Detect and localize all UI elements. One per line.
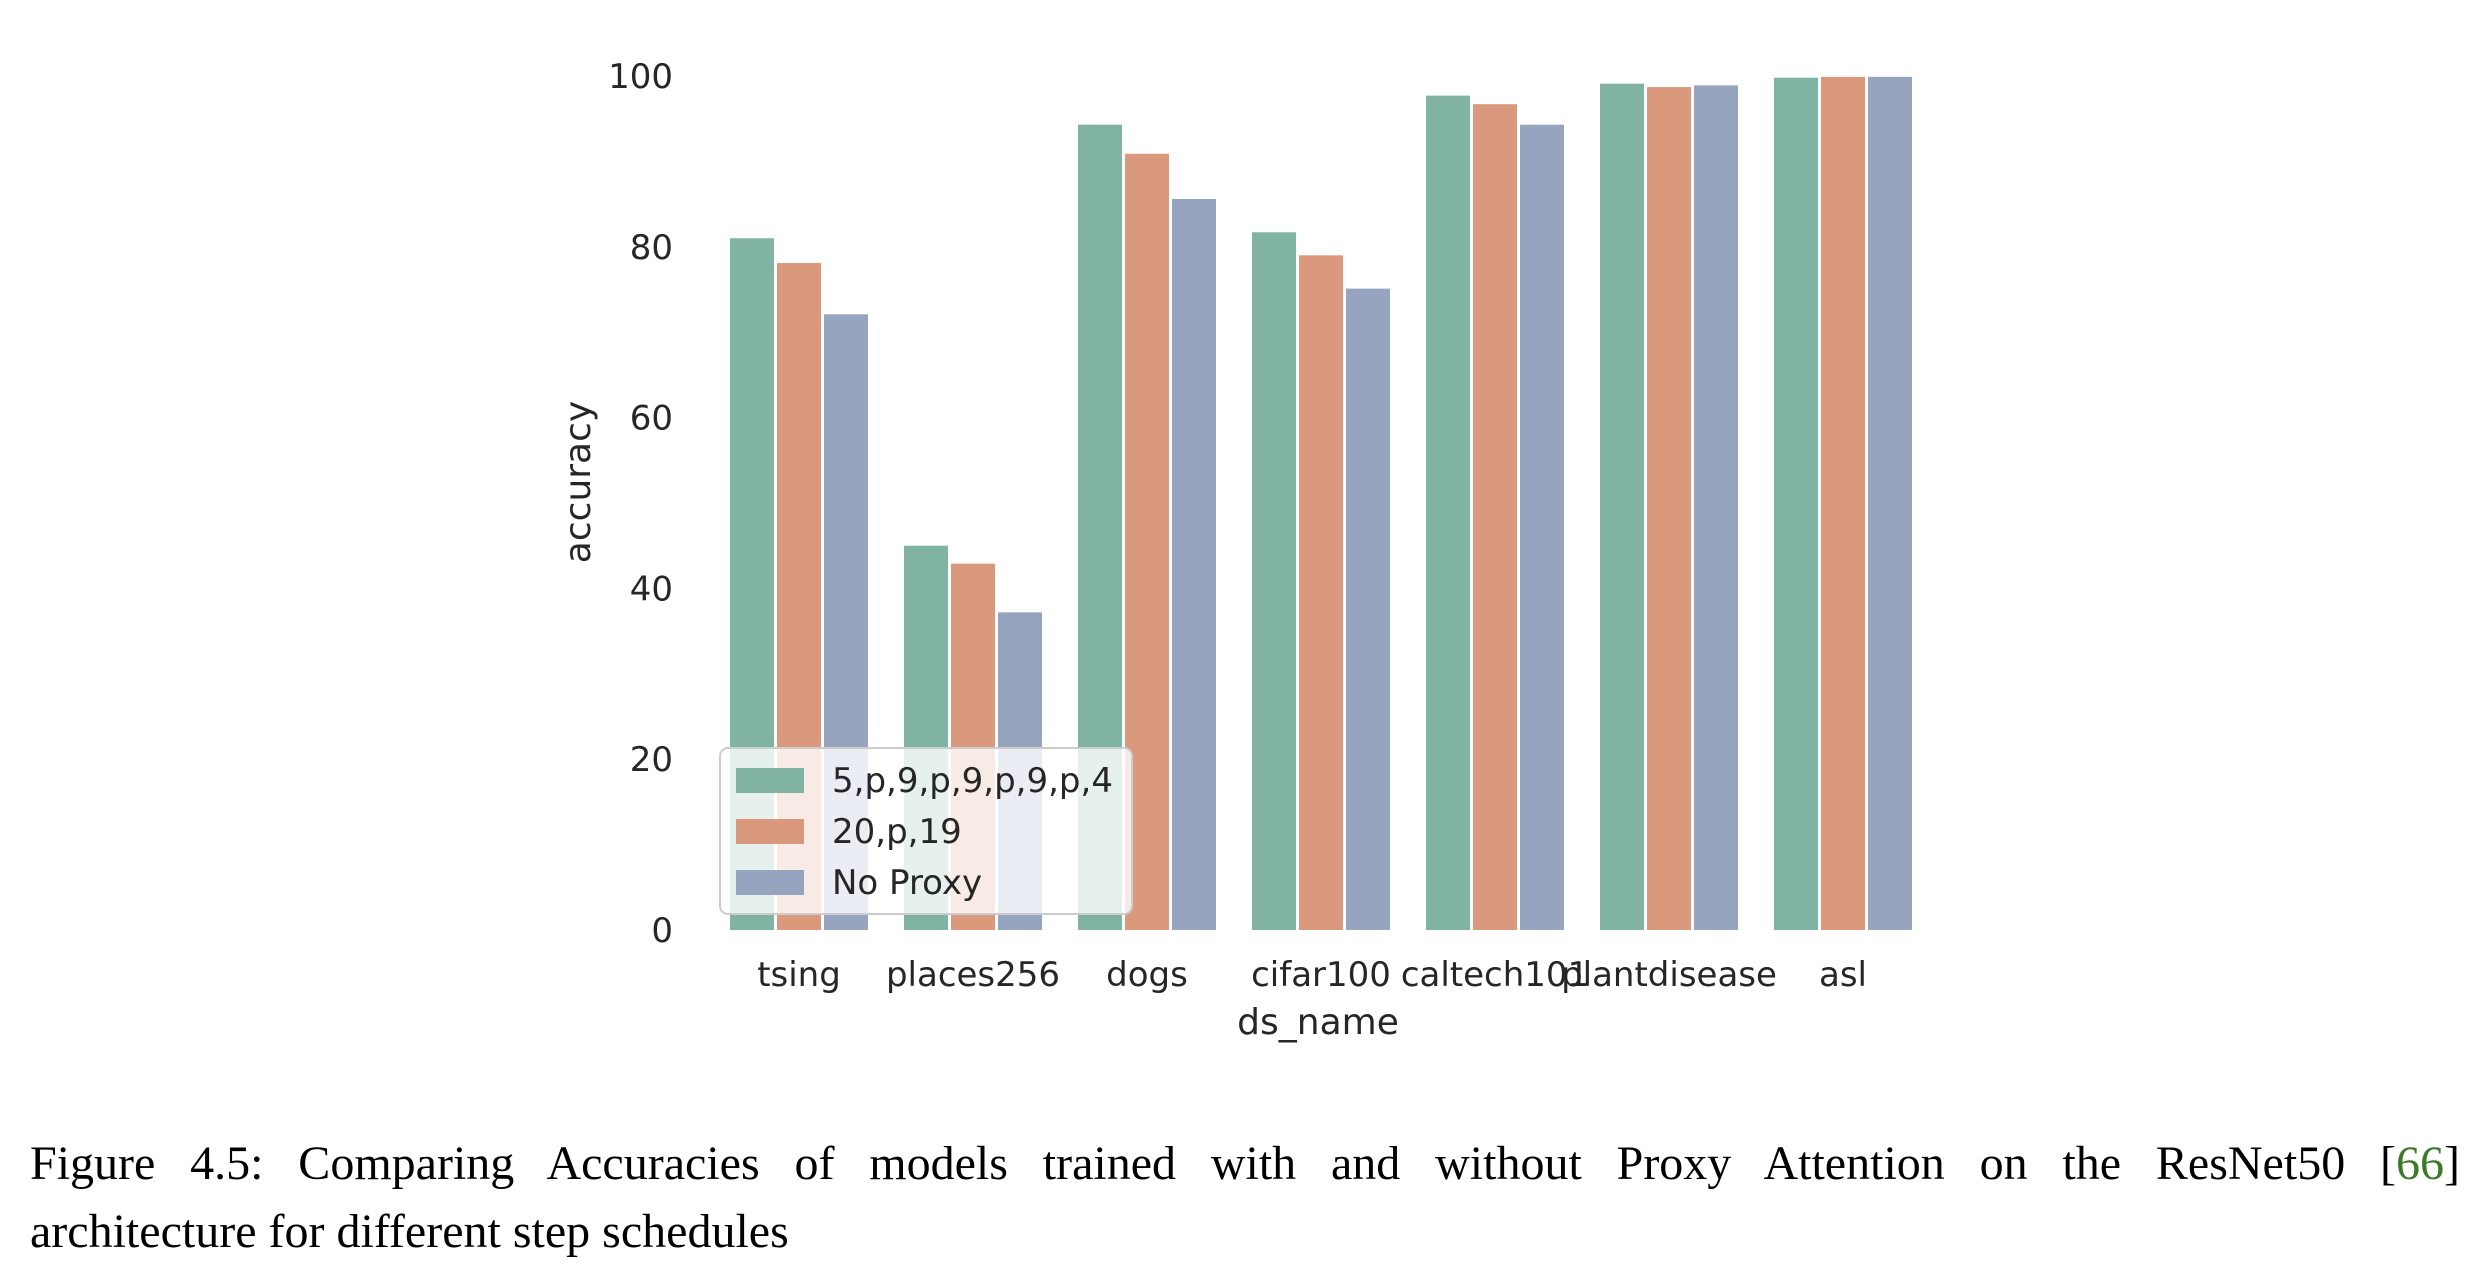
figure-caption: Figure 4.5: Comparing Accuracies of mode…: [30, 1130, 2460, 1266]
bar-plantdisease-series-2: [1694, 85, 1738, 931]
bar-caltech101-series-1: [1473, 104, 1517, 930]
bar-cifar100-series-2: [1346, 288, 1390, 930]
bar-asl-series-2: [1868, 76, 1912, 930]
bar-plantdisease-series-1: [1647, 87, 1691, 931]
bar-asl-series-0: [1774, 77, 1818, 930]
y-axis-label: accuracy: [558, 401, 599, 563]
x-axis-ticks: tsing places256 dogs cifar100 caltech101plan…: [757, 955, 1867, 995]
bar-dogs-series-2: [1172, 198, 1216, 930]
x-tick-label: caltech101: [1401, 955, 1589, 995]
bars-layer: [730, 76, 1912, 931]
y-tick-label: 60: [630, 399, 673, 439]
x-tick-label: cifar100: [1251, 955, 1391, 995]
bar-plantdisease-series-0: [1600, 83, 1644, 931]
x-tick-label: tsing: [757, 955, 841, 995]
x-tick-label: asl: [1819, 955, 1867, 995]
citation-link[interactable]: 66: [2396, 1137, 2445, 1190]
caption-line-2: architecture for different step schedule…: [30, 1205, 789, 1258]
x-tick-label: plantdisease: [1561, 955, 1777, 995]
y-tick-label: 100: [608, 57, 673, 97]
chart-canvas: 0 20 40 60 80 100 tsing places256 dogs cifar100 c…: [558, 57, 1912, 1043]
legend-swatch: [736, 870, 804, 895]
y-tick-label: 80: [630, 228, 673, 268]
bar-chart: 0 20 40 60 80 100 tsing places256 dogs cifar100 c…: [558, 57, 1912, 1043]
y-tick-label: 40: [630, 569, 673, 609]
caption-close-bracket: ]: [2444, 1137, 2460, 1190]
bar-caltech101-series-2: [1520, 124, 1564, 931]
x-axis-label: ds_name: [1237, 1002, 1399, 1043]
bar-cifar100-series-0: [1252, 232, 1296, 931]
legend: 5,p,9,p,9,p,9,p,4 20,p,19 No Proxy: [719, 747, 1133, 915]
bar-caltech101-series-0: [1426, 95, 1470, 931]
legend-swatch: [736, 768, 804, 793]
y-tick-label: 20: [630, 740, 673, 780]
caption-text: Figure 4.5: Comparing Accuracies of mode…: [30, 1137, 2397, 1190]
x-tick-label: places256: [886, 955, 1060, 995]
legend-label: 20,p,19: [832, 812, 962, 852]
bar-cifar100-series-1: [1299, 255, 1343, 931]
legend-label: 5,p,9,p,9,p,9,p,4: [832, 761, 1113, 801]
y-axis-ticks: 0 20 40 60 80 100: [608, 57, 673, 951]
bar-asl-series-1: [1821, 76, 1865, 930]
legend-label: No Proxy: [832, 863, 982, 903]
x-tick-label: dogs: [1106, 955, 1188, 995]
legend-box: [719, 747, 1133, 915]
legend-swatch: [736, 819, 804, 844]
y-tick-label: 0: [651, 911, 673, 951]
